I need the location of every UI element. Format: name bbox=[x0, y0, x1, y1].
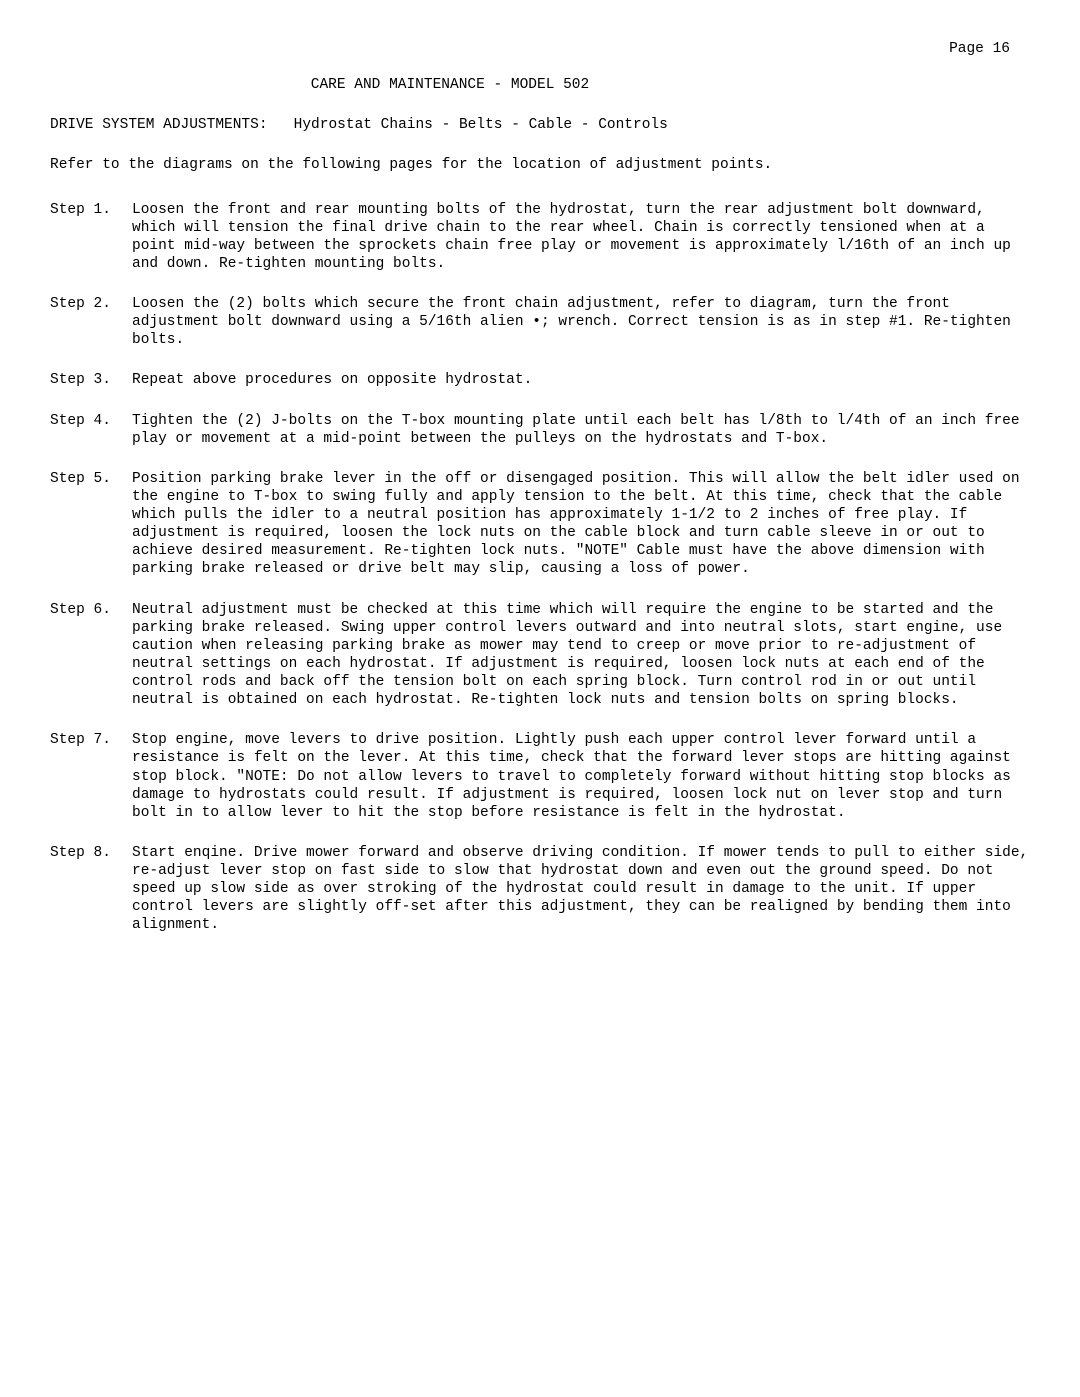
step-body: Repeat above procedures on opposite hydr… bbox=[132, 371, 1030, 389]
step-label: Step 8. bbox=[50, 844, 132, 935]
subtitle-label: DRIVE SYSTEM ADJUSTMENTS: bbox=[50, 117, 268, 133]
step-label: Step 4. bbox=[50, 412, 132, 448]
step-body: Position parking brake lever in the off … bbox=[132, 470, 1030, 579]
subtitle-text: Hydrostat Chains - Belts - Cable - Contr… bbox=[294, 117, 668, 133]
step-body: Loosen the front and rear mounting bolts… bbox=[132, 201, 1030, 274]
step-6: Step 6. Neutral adjustment must be check… bbox=[50, 601, 1030, 710]
step-label: Step 7. bbox=[50, 731, 132, 822]
step-1: Step 1. Loosen the front and rear mounti… bbox=[50, 201, 1030, 274]
step-2: Step 2. Loosen the (2) bolts which secur… bbox=[50, 295, 1030, 349]
step-8: Step 8. Start enqine. Drive mower forwar… bbox=[50, 844, 1030, 935]
document-title: CARE AND MAINTENANCE - MODEL 502 bbox=[50, 76, 1030, 94]
step-label: Step 1. bbox=[50, 201, 132, 274]
step-body: Start enqine. Drive mower forward and ob… bbox=[132, 844, 1030, 935]
step-5: Step 5. Position parking brake lever in … bbox=[50, 470, 1030, 579]
step-label: Step 6. bbox=[50, 601, 132, 710]
step-body: Tighten the (2) J-bolts on the T-box mou… bbox=[132, 412, 1030, 448]
subtitle-line: DRIVE SYSTEM ADJUSTMENTS: Hydrostat Chai… bbox=[50, 116, 1030, 134]
step-body: Loosen the (2) bolts which secure the fr… bbox=[132, 295, 1030, 349]
step-7: Step 7. Stop engine, move levers to driv… bbox=[50, 731, 1030, 822]
step-label: Step 2. bbox=[50, 295, 132, 349]
step-body: Neutral adjustment must be checked at th… bbox=[132, 601, 1030, 710]
step-body: Stop engine, move levers to drive positi… bbox=[132, 731, 1030, 822]
step-label: Step 5. bbox=[50, 470, 132, 579]
step-3: Step 3. Repeat above procedures on oppos… bbox=[50, 371, 1030, 389]
step-4: Step 4. Tighten the (2) J-bolts on the T… bbox=[50, 412, 1030, 448]
intro-text: Refer to the diagrams on the following p… bbox=[50, 156, 1030, 174]
step-label: Step 3. bbox=[50, 371, 132, 389]
page-number: Page 16 bbox=[50, 40, 1030, 58]
